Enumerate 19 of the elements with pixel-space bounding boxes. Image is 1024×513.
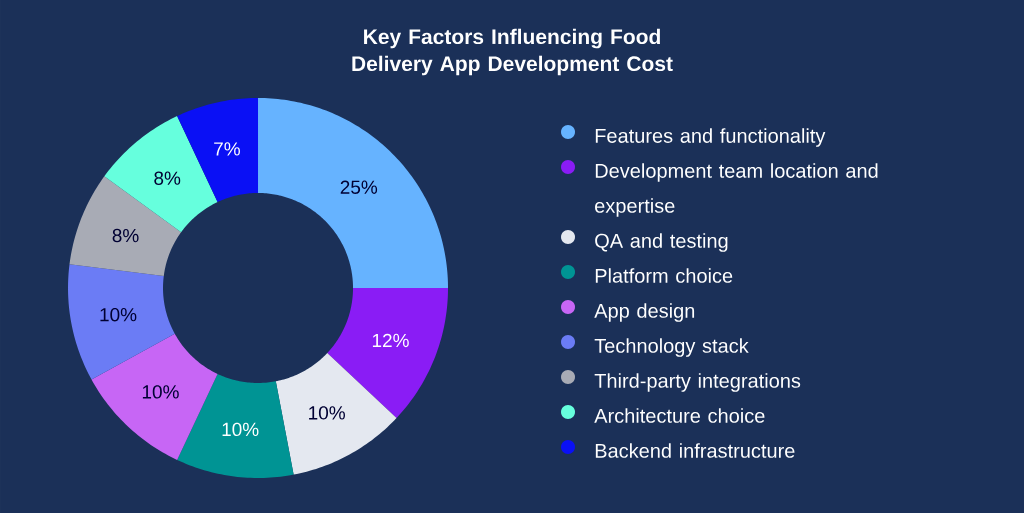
legend-label: Architecture choice — [594, 408, 765, 423]
data-label: 10% — [309, 406, 345, 420]
data-label: 10% — [100, 307, 137, 322]
legend-label: Backend infrastructure — [595, 443, 795, 458]
data-label: 12% — [372, 333, 409, 348]
legend-label: Platform choice — [595, 268, 733, 283]
legend-label: Third-party integrations — [594, 373, 801, 392]
legend-label: App design — [594, 303, 695, 322]
legend-label: Features and functionality — [595, 128, 826, 147]
legend-label: Technology stack — [594, 338, 749, 357]
chart-title: Key Factors Influencing Food Delivery App Development Cost — [352, 28, 673, 76]
data-label: 25% — [340, 180, 378, 194]
legend-label: QA and testing — [595, 233, 728, 252]
legend-label: Development team location and expertise — [595, 163, 878, 217]
data-label: 10% — [222, 422, 259, 437]
data-label: 8% — [112, 228, 139, 243]
data-label: 8% — [154, 171, 181, 185]
data-label: 10% — [142, 385, 179, 399]
data-label: 7% — [214, 142, 240, 156]
